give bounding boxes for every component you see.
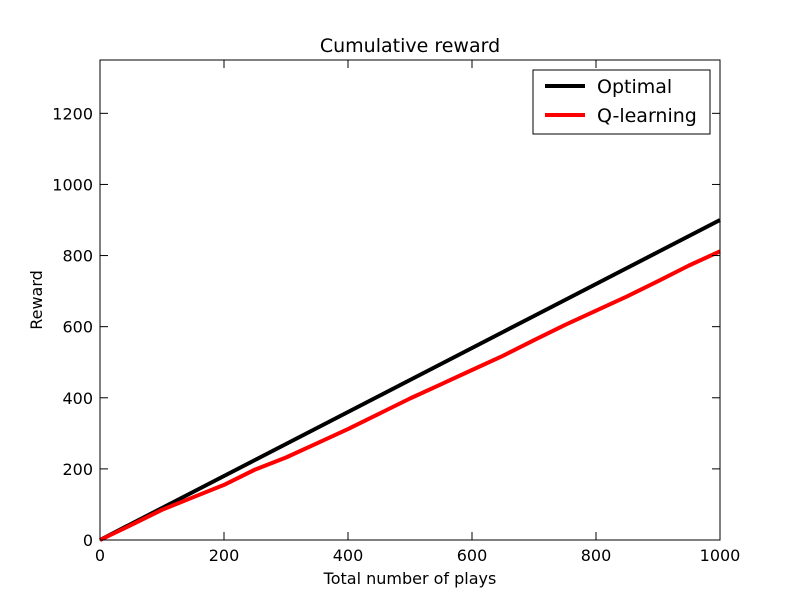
y-tick-label: 600	[62, 318, 93, 337]
x-tick-label: 200	[209, 546, 240, 565]
plot-frame	[99, 59, 721, 541]
y-tick-label: 400	[62, 389, 93, 408]
series-layer	[99, 218, 721, 542]
y-tick-label: 0	[83, 531, 93, 550]
chart-title: Cumulative reward	[320, 35, 500, 57]
y-tick-label: 800	[62, 247, 93, 266]
x-tick-label: 600	[457, 546, 488, 565]
legend-label-optimal: Optimal	[597, 76, 672, 98]
y-tick-label: 1000	[52, 175, 93, 194]
x-tick-label: 800	[581, 546, 612, 565]
x-tick-label: 400	[333, 546, 364, 565]
legend-box	[532, 69, 711, 135]
y-axis: 0 200 400 600 800 1000 1200	[52, 104, 720, 550]
x-tick-label: 0	[95, 546, 105, 565]
y-tick-label: 1200	[52, 104, 93, 123]
series-line-optimal	[99, 218, 721, 542]
y-tick-label: 200	[62, 460, 93, 479]
legend-label-q-learning: Q-learning	[597, 105, 697, 127]
series-line-q-learning	[99, 249, 721, 542]
x-tick-label: 1000	[700, 546, 741, 565]
legend: Optimal Q-learning	[532, 69, 711, 135]
x-axis-label: Total number of plays	[323, 569, 497, 588]
x-axis: 0 200 400 600 800 1000	[95, 60, 740, 565]
y-axis-label: Reward	[27, 270, 46, 330]
